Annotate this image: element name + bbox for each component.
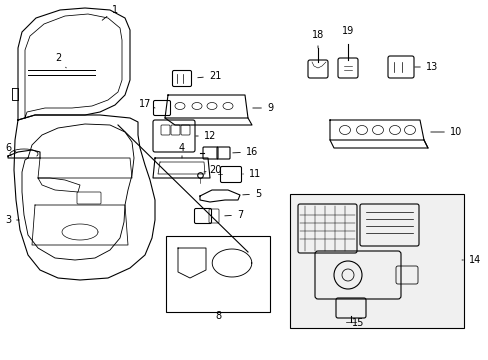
Text: 10: 10 (430, 127, 461, 137)
Text: 11: 11 (242, 169, 261, 179)
Text: 19: 19 (341, 26, 353, 36)
Text: 8: 8 (215, 311, 221, 321)
Text: 4: 4 (179, 143, 184, 158)
Text: 6: 6 (5, 143, 16, 153)
Text: 12: 12 (195, 131, 216, 141)
Text: 18: 18 (311, 30, 324, 40)
Text: 3: 3 (5, 215, 19, 225)
Text: 5: 5 (242, 189, 261, 199)
FancyBboxPatch shape (289, 194, 463, 328)
Text: 2: 2 (55, 53, 66, 68)
Text: 1: 1 (102, 5, 118, 20)
Text: 9: 9 (252, 103, 272, 113)
Text: 20: 20 (203, 165, 221, 175)
Text: 16: 16 (232, 147, 258, 157)
Text: 15: 15 (351, 318, 364, 328)
Text: 7: 7 (224, 210, 243, 220)
Text: 14: 14 (461, 255, 480, 265)
Text: 17: 17 (139, 99, 155, 109)
Text: 13: 13 (414, 62, 437, 72)
Text: 21: 21 (197, 71, 221, 81)
